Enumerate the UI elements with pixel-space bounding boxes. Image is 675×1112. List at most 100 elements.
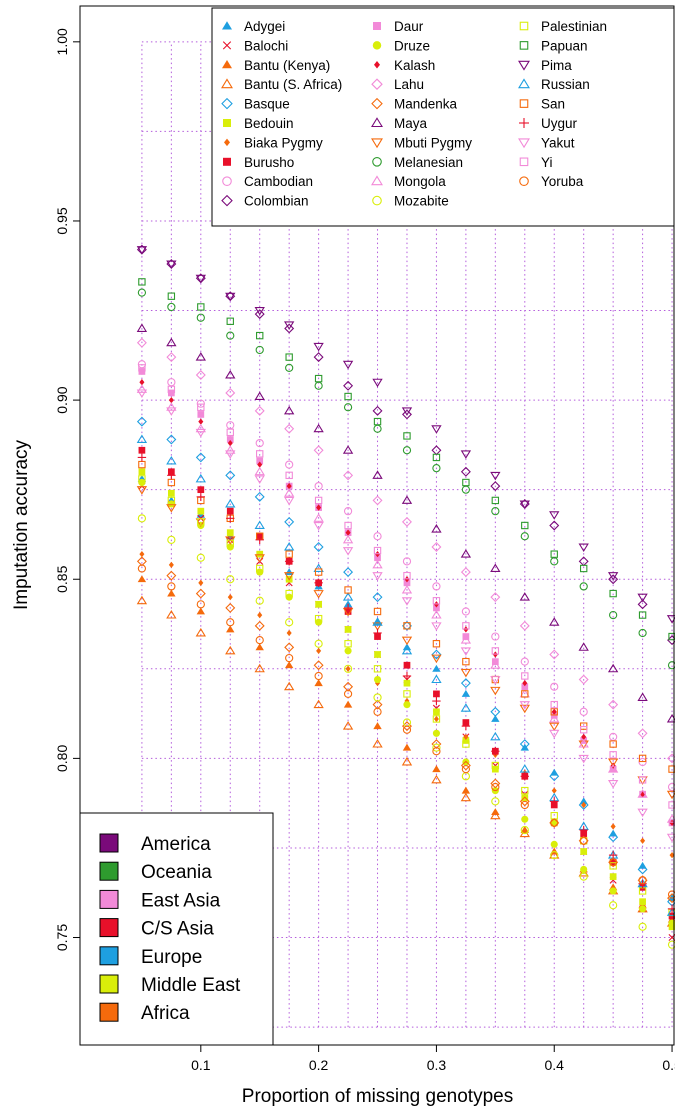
data-point <box>637 593 648 603</box>
data-point <box>608 832 619 843</box>
data-point <box>372 592 383 603</box>
data-point <box>373 532 382 541</box>
legend-marker <box>372 157 382 167</box>
legend-label: Yi <box>541 155 553 170</box>
data-point <box>578 754 589 764</box>
data-point <box>313 563 324 572</box>
data-point <box>167 302 176 312</box>
data-point <box>522 679 528 687</box>
legend-item: Colombian <box>221 194 309 209</box>
data-point <box>578 543 589 553</box>
data-point <box>519 701 530 710</box>
legend-marker <box>519 41 529 50</box>
data-point <box>637 728 648 739</box>
data-point <box>608 699 619 710</box>
data-point <box>167 292 176 300</box>
legend-marker <box>221 78 233 89</box>
data-point <box>462 657 470 666</box>
data-point <box>342 445 354 454</box>
data-point <box>578 674 589 685</box>
data-point <box>226 331 235 340</box>
region-legend-item: East Asia <box>99 889 221 911</box>
data-point <box>283 572 295 581</box>
data-point <box>195 370 206 381</box>
legend-item: Yoruba <box>519 174 584 189</box>
data-point <box>166 407 177 416</box>
data-point <box>579 726 588 734</box>
region-swatch <box>99 833 119 853</box>
data-point <box>549 771 560 782</box>
data-point <box>401 409 412 420</box>
data-point <box>637 808 648 818</box>
data-point <box>609 751 617 759</box>
data-point <box>491 647 500 655</box>
data-point <box>255 438 264 448</box>
legend-label: Mongola <box>394 174 446 189</box>
legend-item: Biaka Pygmy <box>224 135 323 150</box>
data-point <box>490 676 501 685</box>
region-label: Oceania <box>141 862 212 883</box>
data-point <box>401 407 413 416</box>
data-point <box>343 470 354 481</box>
data-point <box>609 610 618 620</box>
legend-marker <box>371 175 383 186</box>
data-point <box>373 675 382 684</box>
data-point <box>254 307 265 316</box>
data-point <box>402 743 412 751</box>
data-point <box>195 428 206 438</box>
data-point <box>226 507 234 515</box>
data-point <box>255 596 264 605</box>
region-swatch <box>99 1002 119 1022</box>
data-point <box>432 696 441 706</box>
series-pima <box>136 246 675 624</box>
data-point <box>255 636 264 645</box>
data-point <box>198 418 204 425</box>
data-point <box>313 660 324 671</box>
data-point <box>225 369 236 379</box>
data-point <box>610 823 616 830</box>
data-point <box>137 514 147 523</box>
legend-item: Pima <box>518 58 572 73</box>
data-point <box>402 557 412 566</box>
legend-marker <box>519 21 529 31</box>
data-point <box>432 729 440 737</box>
data-point <box>313 542 324 552</box>
data-point <box>286 482 292 490</box>
data-point <box>521 690 529 698</box>
data-point <box>551 787 557 794</box>
data-point <box>432 597 441 605</box>
data-point <box>550 818 559 827</box>
data-point <box>549 722 560 732</box>
data-point <box>607 758 619 768</box>
data-point <box>313 352 324 363</box>
legend-item: Burusho <box>223 155 294 170</box>
data-point <box>226 529 234 537</box>
legend-label: Colombian <box>244 194 309 209</box>
data-point <box>460 792 472 802</box>
data-point <box>284 642 295 653</box>
series-yakut <box>136 389 675 843</box>
data-point <box>255 643 264 651</box>
data-point <box>313 699 324 709</box>
data-point <box>136 337 147 348</box>
data-point <box>136 416 147 427</box>
data-point <box>432 765 441 773</box>
data-point <box>372 572 383 581</box>
data-point <box>433 715 439 723</box>
data-point <box>490 481 501 492</box>
data-point <box>520 825 529 835</box>
legend-item: Kalash <box>374 58 435 73</box>
data-point <box>638 922 647 931</box>
data-point <box>668 923 675 931</box>
data-point <box>638 754 647 763</box>
data-point <box>463 733 469 741</box>
data-point <box>256 564 264 573</box>
data-point <box>637 599 648 610</box>
data-point <box>638 776 647 784</box>
data-point <box>432 747 441 756</box>
data-point <box>461 485 471 494</box>
data-point <box>345 665 351 672</box>
data-point <box>167 535 176 544</box>
legend-marker <box>519 118 529 128</box>
